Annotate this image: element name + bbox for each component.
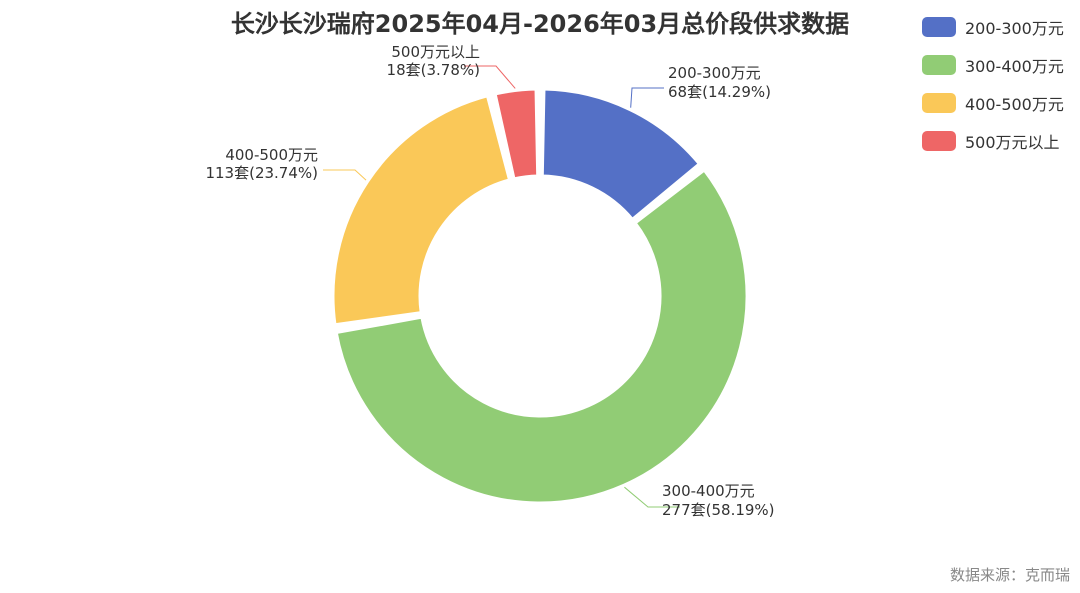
slice-4 [493, 87, 540, 181]
slice-label-name-4: 500万元以上 [391, 43, 480, 61]
slice-3 [331, 94, 512, 327]
legend-swatch [922, 55, 956, 75]
legend-item-3[interactable]: 400-500万元 [922, 84, 1064, 122]
slice-label-value-2: 277套(58.19%) [662, 501, 775, 519]
slice-2 [334, 168, 749, 505]
leader-line-2 [624, 486, 680, 508]
label-leader-lines [323, 65, 680, 508]
data-source-note: 数据来源：克而瑞 [949, 566, 1070, 584]
legend-swatch [922, 131, 956, 151]
slice-label-value-1: 68套(14.29%) [668, 83, 771, 101]
legend-item-1[interactable]: 200-300万元 [922, 8, 1064, 46]
slice-label-name-3: 400-500万元 [225, 146, 318, 164]
legend-label: 200-300万元 [965, 19, 1064, 38]
chart-legend: 200-300万元 300-400万元 400-500万元 500万元以上 [922, 8, 1064, 160]
chart-title: 长沙长沙瑞府2025年04月-2026年03月总价段供求数据 [230, 10, 850, 38]
leader-line-1 [630, 87, 664, 108]
slice-label-value-3: 113套(23.74%) [205, 164, 318, 182]
legend-swatch [922, 17, 956, 37]
slice-label-value-4: 18套(3.78%) [387, 61, 480, 79]
donut-slices [331, 87, 749, 505]
legend-label: 400-500万元 [965, 95, 1064, 114]
legend-label: 300-400万元 [965, 57, 1064, 76]
slice-label-name-2: 300-400万元 [662, 482, 755, 500]
leader-line-4 [464, 65, 516, 89]
leader-line-3 [323, 169, 367, 181]
legend-item-2[interactable]: 300-400万元 [922, 46, 1064, 84]
legend-label: 500万元以上 [965, 133, 1060, 152]
slice-1 [540, 87, 701, 221]
legend-item-4[interactable]: 500万元以上 [922, 122, 1064, 160]
legend-swatch [922, 93, 956, 113]
slice-label-name-1: 200-300万元 [668, 64, 761, 82]
